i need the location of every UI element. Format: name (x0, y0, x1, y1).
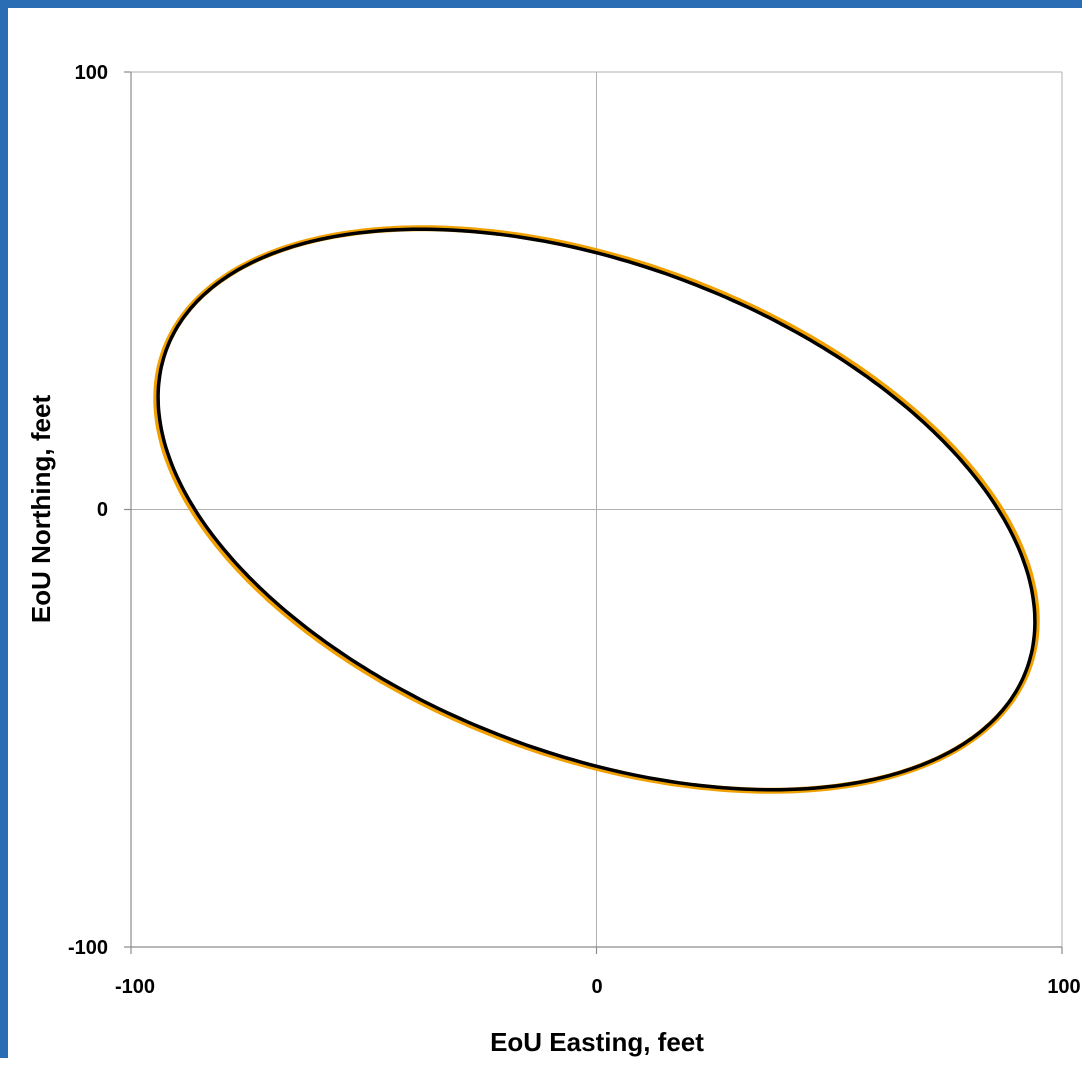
grid (124, 71, 1063, 954)
series-line-2 (156, 227, 1037, 792)
y-tick-label: -100 (68, 937, 108, 959)
x-tick-label: 0 (591, 976, 602, 998)
x-tick-label: 100 (1047, 976, 1080, 998)
y-tick-label: 100 (75, 62, 108, 84)
y-axis-title: EoU Northing, feet (26, 395, 56, 624)
chart: 100 0 -100 -100 0 100 EoU Easting, feet … (26, 62, 1081, 1057)
y-tick-label: 0 (97, 499, 108, 521)
x-axis-title: EoU Easting, feet (490, 1027, 704, 1057)
series-layer (153, 225, 1040, 794)
x-tick-label: -100 (115, 976, 155, 998)
